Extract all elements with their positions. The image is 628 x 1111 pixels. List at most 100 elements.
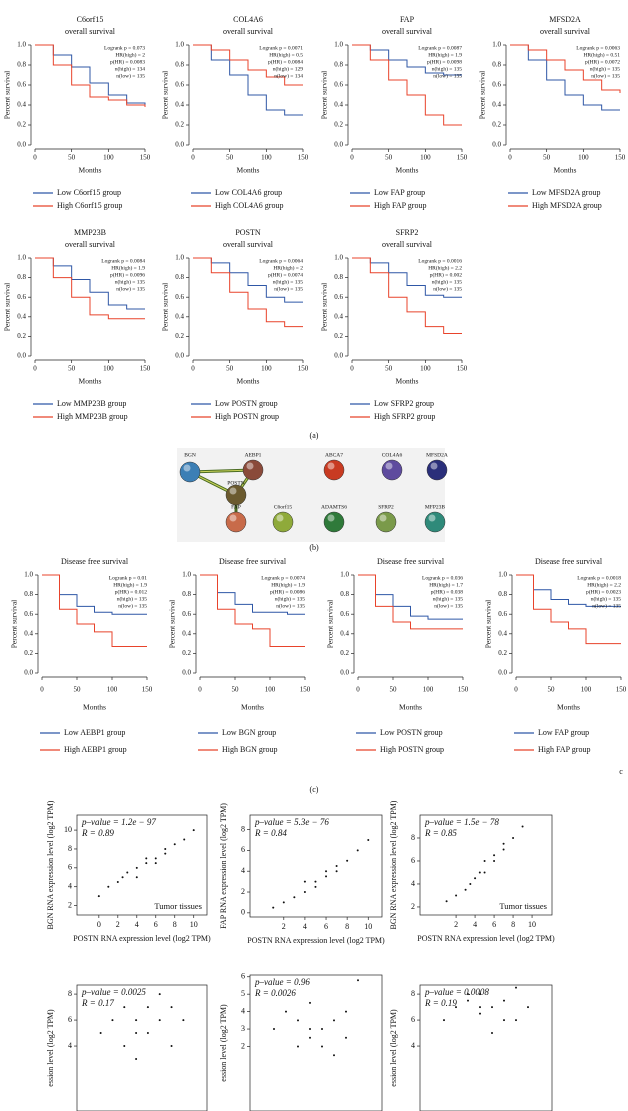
y-tick-label: 0.6 <box>182 610 191 618</box>
chart-title: MFSD2A <box>549 15 581 24</box>
legend-label: Low MFSD2A group <box>532 188 600 197</box>
x-tick-label: 8 <box>345 922 349 931</box>
chart-title: MMP23B <box>74 228 106 237</box>
point <box>503 999 505 1002</box>
x-tick-label: 0 <box>40 686 44 694</box>
y-tick-label: 0.4 <box>182 629 191 637</box>
node <box>323 459 345 481</box>
y-tick-label: 2 <box>241 887 245 896</box>
point <box>303 880 306 883</box>
y-axis-label: BGN RNA expression level (log2 TPM) <box>46 800 55 929</box>
node-highlight <box>276 514 284 522</box>
y-tick-label: 0.8 <box>334 61 343 69</box>
plot-frame <box>76 814 208 916</box>
stat-label: n(low) = 135 <box>274 285 303 292</box>
stat-label: p(HR) = 0.0083 <box>110 58 145 65</box>
x-tick-label: 0 <box>191 154 195 162</box>
y-tick-label: 0.0 <box>24 669 33 677</box>
stat-label: p(HR) = 0.0084 <box>268 58 303 65</box>
y-tick-label: 0.4 <box>24 629 33 637</box>
chart-title: SFRP2 <box>396 228 419 237</box>
point <box>123 1045 126 1048</box>
x-tick-label: 8 <box>173 920 177 929</box>
x-axis-label: Months <box>557 703 580 712</box>
x-tick-label: 50 <box>548 686 556 694</box>
legend-label: Low C6orf15 group <box>57 188 121 197</box>
survival-curve <box>35 44 146 107</box>
x-tick-label: 4 <box>473 920 477 929</box>
x-tick-label: 0 <box>350 365 354 373</box>
point <box>170 1045 173 1048</box>
node-label: COL4A6 <box>382 452 403 458</box>
y-tick-label: 0.6 <box>17 81 26 89</box>
x-tick-label: 50 <box>74 686 82 694</box>
x-axis-label: Months <box>79 166 102 175</box>
legend-label: Low COL4A6 group <box>215 188 282 197</box>
legend-label: High MMP23B group <box>57 412 128 421</box>
chart-subtitle: overall survival <box>382 240 433 249</box>
node-label: BGN <box>184 452 196 458</box>
point <box>503 1019 505 1022</box>
y-tick-label: 0.2 <box>492 121 501 129</box>
y-tick-label: 0.6 <box>17 293 26 301</box>
point <box>483 859 486 862</box>
y-tick-label: 0.0 <box>17 352 26 360</box>
chart-title: COL4A6 <box>233 15 263 24</box>
stat-label: HR(high) = 2 <box>273 264 303 271</box>
point <box>474 877 477 880</box>
x-tick-label: 4 <box>135 920 139 929</box>
survival-curve <box>358 574 463 630</box>
point <box>502 848 505 851</box>
chart-subtitle: overall survival <box>65 27 116 36</box>
y-tick-label: 0.2 <box>498 649 507 657</box>
y-tick-label: 0.0 <box>498 669 507 677</box>
survival-curve <box>516 574 621 645</box>
point <box>170 1006 173 1009</box>
point <box>309 1001 311 1004</box>
y-tick-label: 0.0 <box>334 352 343 360</box>
x-tick-label: 4 <box>303 922 307 931</box>
x-axis-label: Months <box>241 703 264 712</box>
x-tick-label: 150 <box>615 154 626 162</box>
node <box>323 511 345 533</box>
stat-label: n(high) = 129 <box>273 65 304 72</box>
point <box>335 865 338 867</box>
x-tick-label: 150 <box>458 686 469 694</box>
legend-label: Low POSTN group <box>215 399 278 408</box>
stat-label: n(low) = 135 <box>592 602 621 609</box>
panel-label: c <box>619 767 623 776</box>
y-tick-label: 6 <box>68 1015 72 1024</box>
x-axis-label: POSTN RNA expression level (log2 TPM) <box>417 934 555 943</box>
stat-label: HR(high) = 1.9 <box>271 581 305 588</box>
point <box>135 1032 138 1035</box>
x-tick-label: 100 <box>103 365 114 373</box>
x-axis-label: Months <box>237 377 260 386</box>
x-tick-label: 100 <box>261 365 272 373</box>
point <box>145 862 148 865</box>
y-tick-label: 3 <box>241 1024 245 1033</box>
y-tick-label: 8 <box>241 824 245 833</box>
point <box>272 906 275 909</box>
point <box>183 838 186 841</box>
stat-label: p(HR) = 0.012 <box>115 588 148 595</box>
stat-label: n(high) = 135 <box>433 595 464 602</box>
point <box>335 870 338 873</box>
x-tick-label: 2 <box>116 920 120 929</box>
y-axis-label: Percent survival <box>3 71 12 120</box>
point <box>443 1019 445 1022</box>
y-tick-label: 0.6 <box>498 610 507 618</box>
stat-label: n(high) = 135 <box>117 595 148 602</box>
y-tick-label: 0.4 <box>17 312 26 320</box>
x-tick-label: 150 <box>616 686 627 694</box>
x-tick-label: 150 <box>300 686 311 694</box>
chart-title: Disease free survival <box>61 557 129 566</box>
chart-title: POSTN <box>235 228 261 237</box>
x-tick-label: 0 <box>508 154 512 162</box>
y-tick-label: 0.6 <box>334 81 343 89</box>
x-tick-label: 2 <box>454 920 458 929</box>
y-axis-label: Percent survival <box>484 600 493 649</box>
x-tick-label: 150 <box>140 365 151 373</box>
stat-label: R = 0.85 <box>424 828 457 838</box>
stat-label: Logrank p = 0.0016 <box>418 258 462 264</box>
